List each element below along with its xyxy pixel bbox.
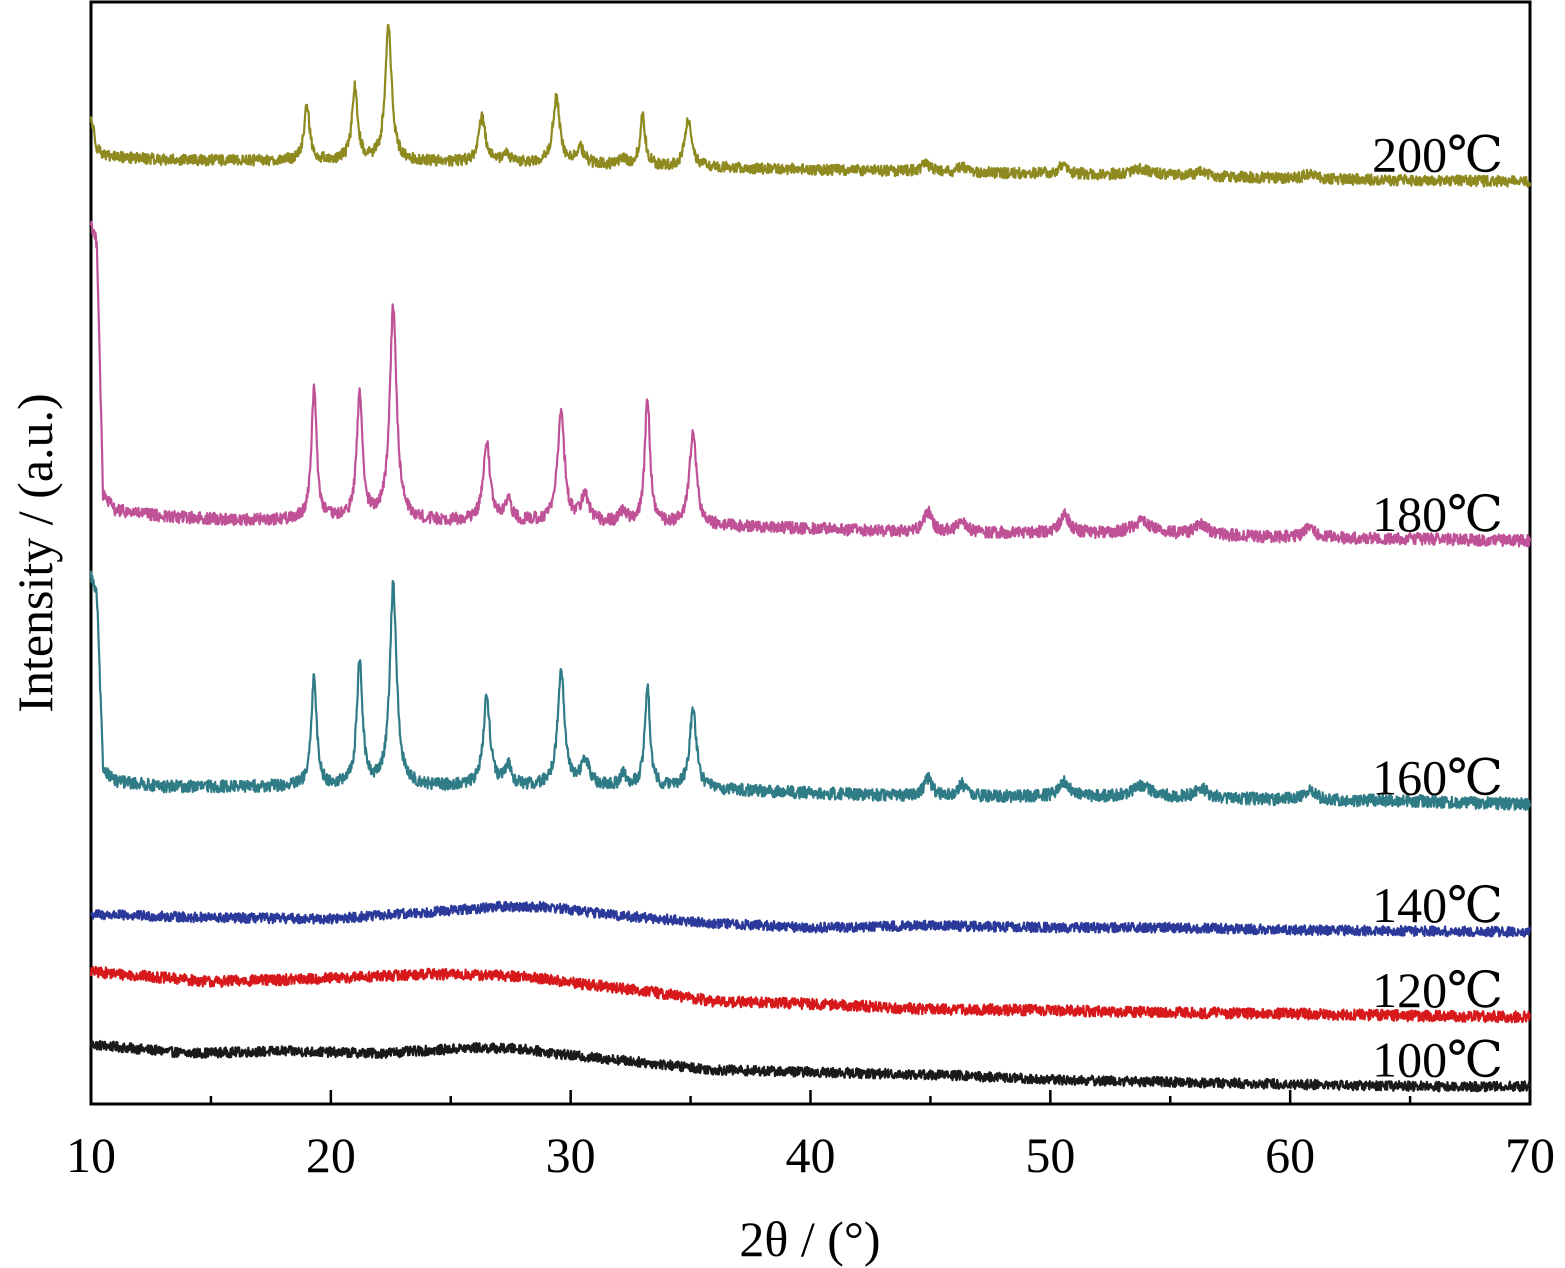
x-tick-label: 20 (306, 1127, 356, 1183)
series-layer (89, 23, 1532, 1093)
series-line-3 (89, 570, 1532, 811)
series-line-0 (89, 1039, 1532, 1093)
x-tick-label: 30 (546, 1127, 596, 1183)
series-label-1: 120℃ (1372, 962, 1503, 1018)
x-tick-label: 40 (786, 1127, 836, 1183)
series-label-0: 100℃ (1372, 1031, 1503, 1087)
x-tick-label: 50 (1025, 1127, 1075, 1183)
x-axis-tick-labels: 10 20 30 40 50 60 70 (66, 1127, 1555, 1183)
series-label-4: 180℃ (1372, 486, 1503, 542)
series-label-3: 160℃ (1372, 749, 1503, 805)
series-label-5: 200℃ (1372, 127, 1503, 183)
y-axis-title: Intensity / (a.u.) (7, 393, 63, 712)
x-tick-label: 60 (1265, 1127, 1315, 1183)
x-tick-label: 70 (1505, 1127, 1555, 1183)
series-line-1 (89, 965, 1532, 1024)
series-label-2: 140℃ (1372, 877, 1503, 933)
series-line-4 (89, 220, 1532, 548)
series-line-2 (90, 900, 1532, 938)
x-axis-title: 2θ / (°) (739, 1211, 880, 1267)
x-tick-label: 10 (66, 1127, 116, 1183)
x-axis-ticks (89, 1090, 1532, 1104)
series-line-5 (89, 23, 1532, 188)
series-labels: 100℃ 120℃ 140℃ 160℃ 180℃ 200℃ (1372, 127, 1503, 1088)
